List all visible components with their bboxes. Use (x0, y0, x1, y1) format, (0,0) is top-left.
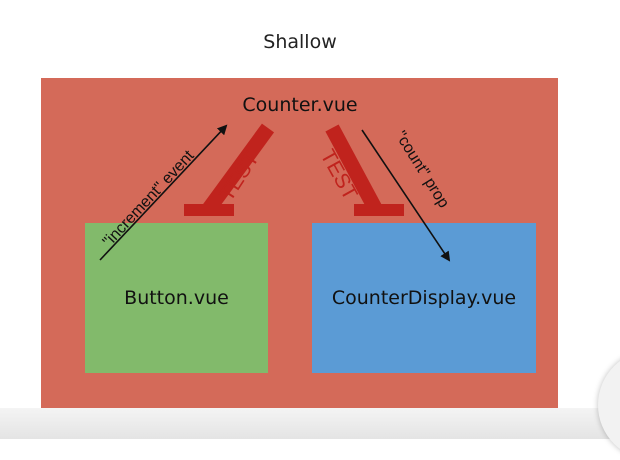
slide-title: Shallow (263, 31, 337, 53)
video-bottom-shade (0, 408, 620, 439)
increment-event-arrow (99, 124, 228, 261)
count-prop-arrow (361, 129, 451, 262)
left-test-label: TEST (215, 148, 264, 206)
left-test-blocker (184, 123, 275, 216)
button-component-label: Button.vue (124, 287, 229, 309)
counter-display-component-box: CounterDisplay.vue (312, 223, 536, 373)
increment-event-label: "increment" event (100, 147, 198, 251)
counter-display-component-label: CounterDisplay.vue (331, 287, 517, 309)
count-prop-label: "count" prop (392, 128, 453, 211)
right-test-blocker (325, 124, 404, 216)
counter-component-label: Counter.vue (242, 94, 358, 116)
diagram-overlay: TEST TEST "increment" event "count" prop (99, 123, 453, 262)
button-component-box: Button.vue (85, 223, 268, 373)
